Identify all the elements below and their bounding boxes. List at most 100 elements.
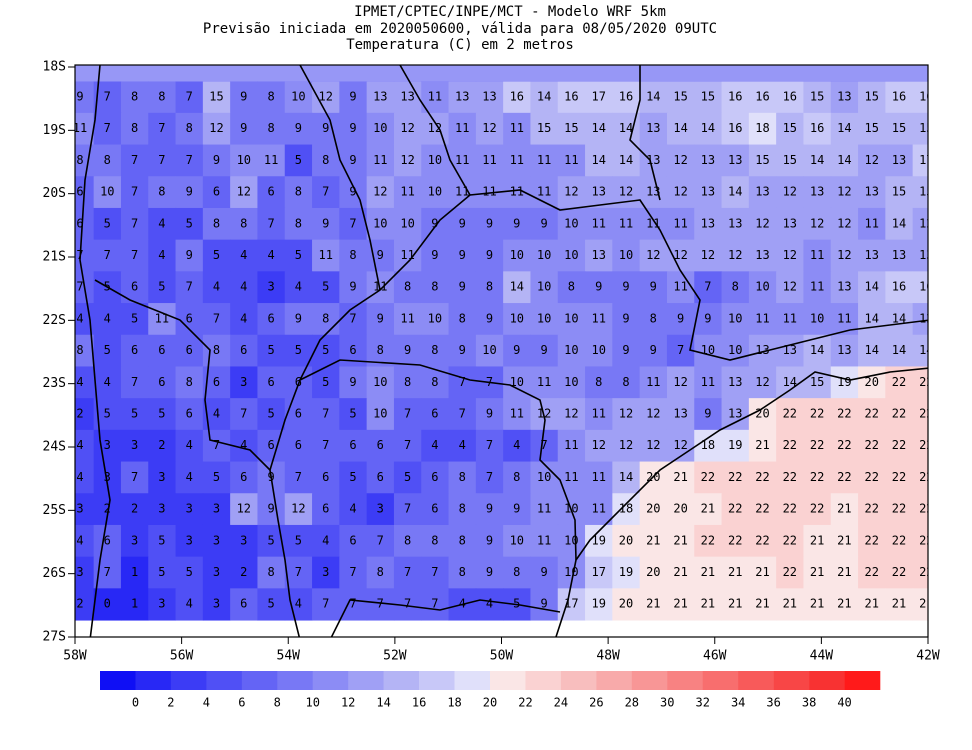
- temp-cell: [721, 176, 750, 209]
- temp-label: 10: [100, 185, 114, 199]
- temp-label: 6: [349, 533, 356, 547]
- colorbar-label: 16: [412, 696, 426, 710]
- temp-cell: [694, 493, 723, 526]
- temp-label: 6: [240, 343, 247, 357]
- temp-cell: [421, 493, 450, 526]
- temp-cell: [148, 493, 177, 526]
- temp-cell: [666, 144, 695, 177]
- temp-label: 11: [673, 280, 687, 294]
- temp-cell: [421, 176, 450, 209]
- temp-cell: [148, 271, 177, 304]
- temp-label: 12: [701, 248, 715, 262]
- temp-cell: [748, 524, 777, 558]
- temp-cell: [75, 461, 95, 494]
- temp-label: 8: [295, 185, 302, 199]
- temp-cell: [148, 429, 177, 463]
- temp-cell: [585, 461, 613, 494]
- temp-label: 22: [892, 375, 906, 389]
- colorbar-box: [135, 671, 172, 690]
- temp-cell: [503, 524, 531, 558]
- colorbar-box: [596, 671, 633, 690]
- temp-cell: [530, 366, 559, 399]
- colorbar-label: 12: [341, 696, 355, 710]
- temp-label: 12: [728, 248, 742, 262]
- temp-label: 3: [267, 280, 274, 294]
- temp-cell: [639, 334, 668, 367]
- temp-label: 6: [186, 311, 193, 325]
- temp-cell: [612, 493, 641, 526]
- temp-cell: [639, 429, 668, 463]
- temp-label: 12: [646, 438, 660, 452]
- temp-label: 9: [322, 216, 329, 230]
- temp-label: 12: [482, 121, 496, 135]
- temp-cell: [530, 239, 559, 272]
- temp-cell: [421, 556, 450, 589]
- temp-cell: [639, 271, 668, 304]
- temp-cell: [748, 207, 777, 241]
- temp-label: 14: [673, 121, 687, 135]
- temp-label: 9: [622, 343, 629, 357]
- temp-cell: [858, 556, 886, 589]
- temp-cell: [830, 207, 859, 241]
- temp-cell: [339, 239, 368, 272]
- temp-cell: [257, 398, 286, 431]
- temp-label: 15: [864, 90, 878, 104]
- temp-cell: [475, 588, 504, 621]
- temp-label: 16: [564, 90, 578, 104]
- temp-label: 22: [701, 470, 715, 484]
- temp-cell: [885, 207, 914, 241]
- temp-cell: [202, 112, 231, 146]
- temp-cell: [776, 461, 804, 494]
- temp-cell: [230, 207, 258, 241]
- temp-label: 22: [701, 533, 715, 547]
- temp-label: 9: [486, 248, 493, 262]
- temp-cell: [694, 81, 723, 114]
- temp-label: 13: [864, 248, 878, 262]
- temp-cell: [421, 398, 450, 431]
- temp-label: 22: [864, 470, 878, 484]
- temp-label: 9: [513, 343, 520, 357]
- temp-cell: [175, 81, 204, 114]
- temp-cell: [202, 176, 231, 209]
- temp-label: 5: [158, 533, 165, 547]
- temp-cell: [721, 461, 750, 494]
- temp-cell: [721, 556, 750, 589]
- temp-label: 13: [673, 407, 687, 421]
- temp-cell: [284, 493, 313, 526]
- temp-label: 13: [482, 90, 496, 104]
- temp-cell: [175, 112, 204, 146]
- temp-cell: [585, 239, 613, 272]
- temp-cell: [639, 239, 668, 272]
- temp-label: 22: [810, 438, 824, 452]
- temp-label: 9: [186, 248, 193, 262]
- temp-cell: [803, 271, 832, 304]
- temp-label: 16: [892, 280, 906, 294]
- temp-cell: [503, 207, 531, 241]
- temp-cell: [530, 556, 559, 589]
- temp-label: 9: [295, 121, 302, 135]
- state-border: [399, 65, 471, 196]
- temp-cell: [830, 334, 859, 367]
- temp-label: 13: [591, 185, 605, 199]
- temp-label: 9: [704, 311, 711, 325]
- colorbar-label: 40: [837, 696, 851, 710]
- temp-label: 12: [619, 407, 633, 421]
- temp-cell: [585, 303, 613, 336]
- state-border: [299, 65, 381, 291]
- temp-label: 5: [104, 343, 111, 357]
- temp-cell: [93, 144, 122, 177]
- temp-label: 8: [322, 311, 329, 325]
- temp-label: 2: [131, 502, 138, 516]
- lon-label: 52W: [383, 649, 407, 664]
- lon-label: 46W: [703, 649, 727, 664]
- temp-cell: [257, 493, 286, 526]
- temp-label: 22: [810, 407, 824, 421]
- temp-label: 9: [240, 90, 247, 104]
- temp-label: 3: [240, 375, 247, 389]
- colorbar-box: [312, 671, 349, 690]
- colorbar-box: [241, 671, 278, 690]
- temp-label: 9: [486, 565, 493, 579]
- temp-label: 1: [131, 565, 138, 579]
- temp-cell: [284, 524, 313, 558]
